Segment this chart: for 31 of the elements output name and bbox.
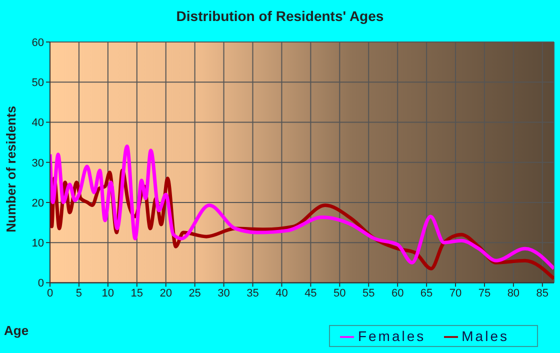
x-tick-label: 15	[130, 288, 144, 300]
x-tick-label: 25	[188, 288, 201, 300]
y-tick-label: 10	[32, 237, 44, 250]
x-tick-label: 45	[304, 288, 317, 300]
x-tick-label: 50	[334, 288, 346, 300]
chart-title: Distribution of Residents' Ages	[175, 8, 385, 24]
y-tick-label: 30	[32, 157, 44, 170]
x-tick-label: 10	[102, 288, 114, 300]
x-tick-label: 20	[160, 288, 172, 300]
x-axis-title: Age	[4, 323, 29, 338]
y-tick-label: 20	[32, 197, 44, 210]
y-tick-label: 0	[38, 278, 44, 290]
x-tick-label: 55	[362, 288, 375, 300]
x-tick-label: 0	[46, 288, 54, 300]
x-tick-label: 5	[76, 288, 82, 300]
x-tick-label: 35	[246, 288, 259, 300]
legend-label: Females	[358, 328, 426, 344]
x-tick-label: 60	[391, 288, 404, 300]
legend-label: Males	[462, 328, 509, 344]
x-tick-label: 80	[507, 288, 520, 300]
y-tick-label: 60	[32, 36, 44, 49]
x-tick-label: 65	[420, 288, 433, 300]
x-tick-label: 75	[478, 288, 491, 300]
x-tick-label: 85	[536, 288, 549, 300]
x-tick-label: 30	[218, 288, 230, 300]
x-tick-label: 40	[276, 288, 288, 300]
y-tick-label: 50	[32, 77, 44, 90]
y-tick-label: 40	[32, 117, 44, 130]
y-axis-title: Number of residents	[4, 106, 19, 232]
x-tick-label: 70	[449, 288, 462, 300]
line-series	[50, 144, 554, 270]
